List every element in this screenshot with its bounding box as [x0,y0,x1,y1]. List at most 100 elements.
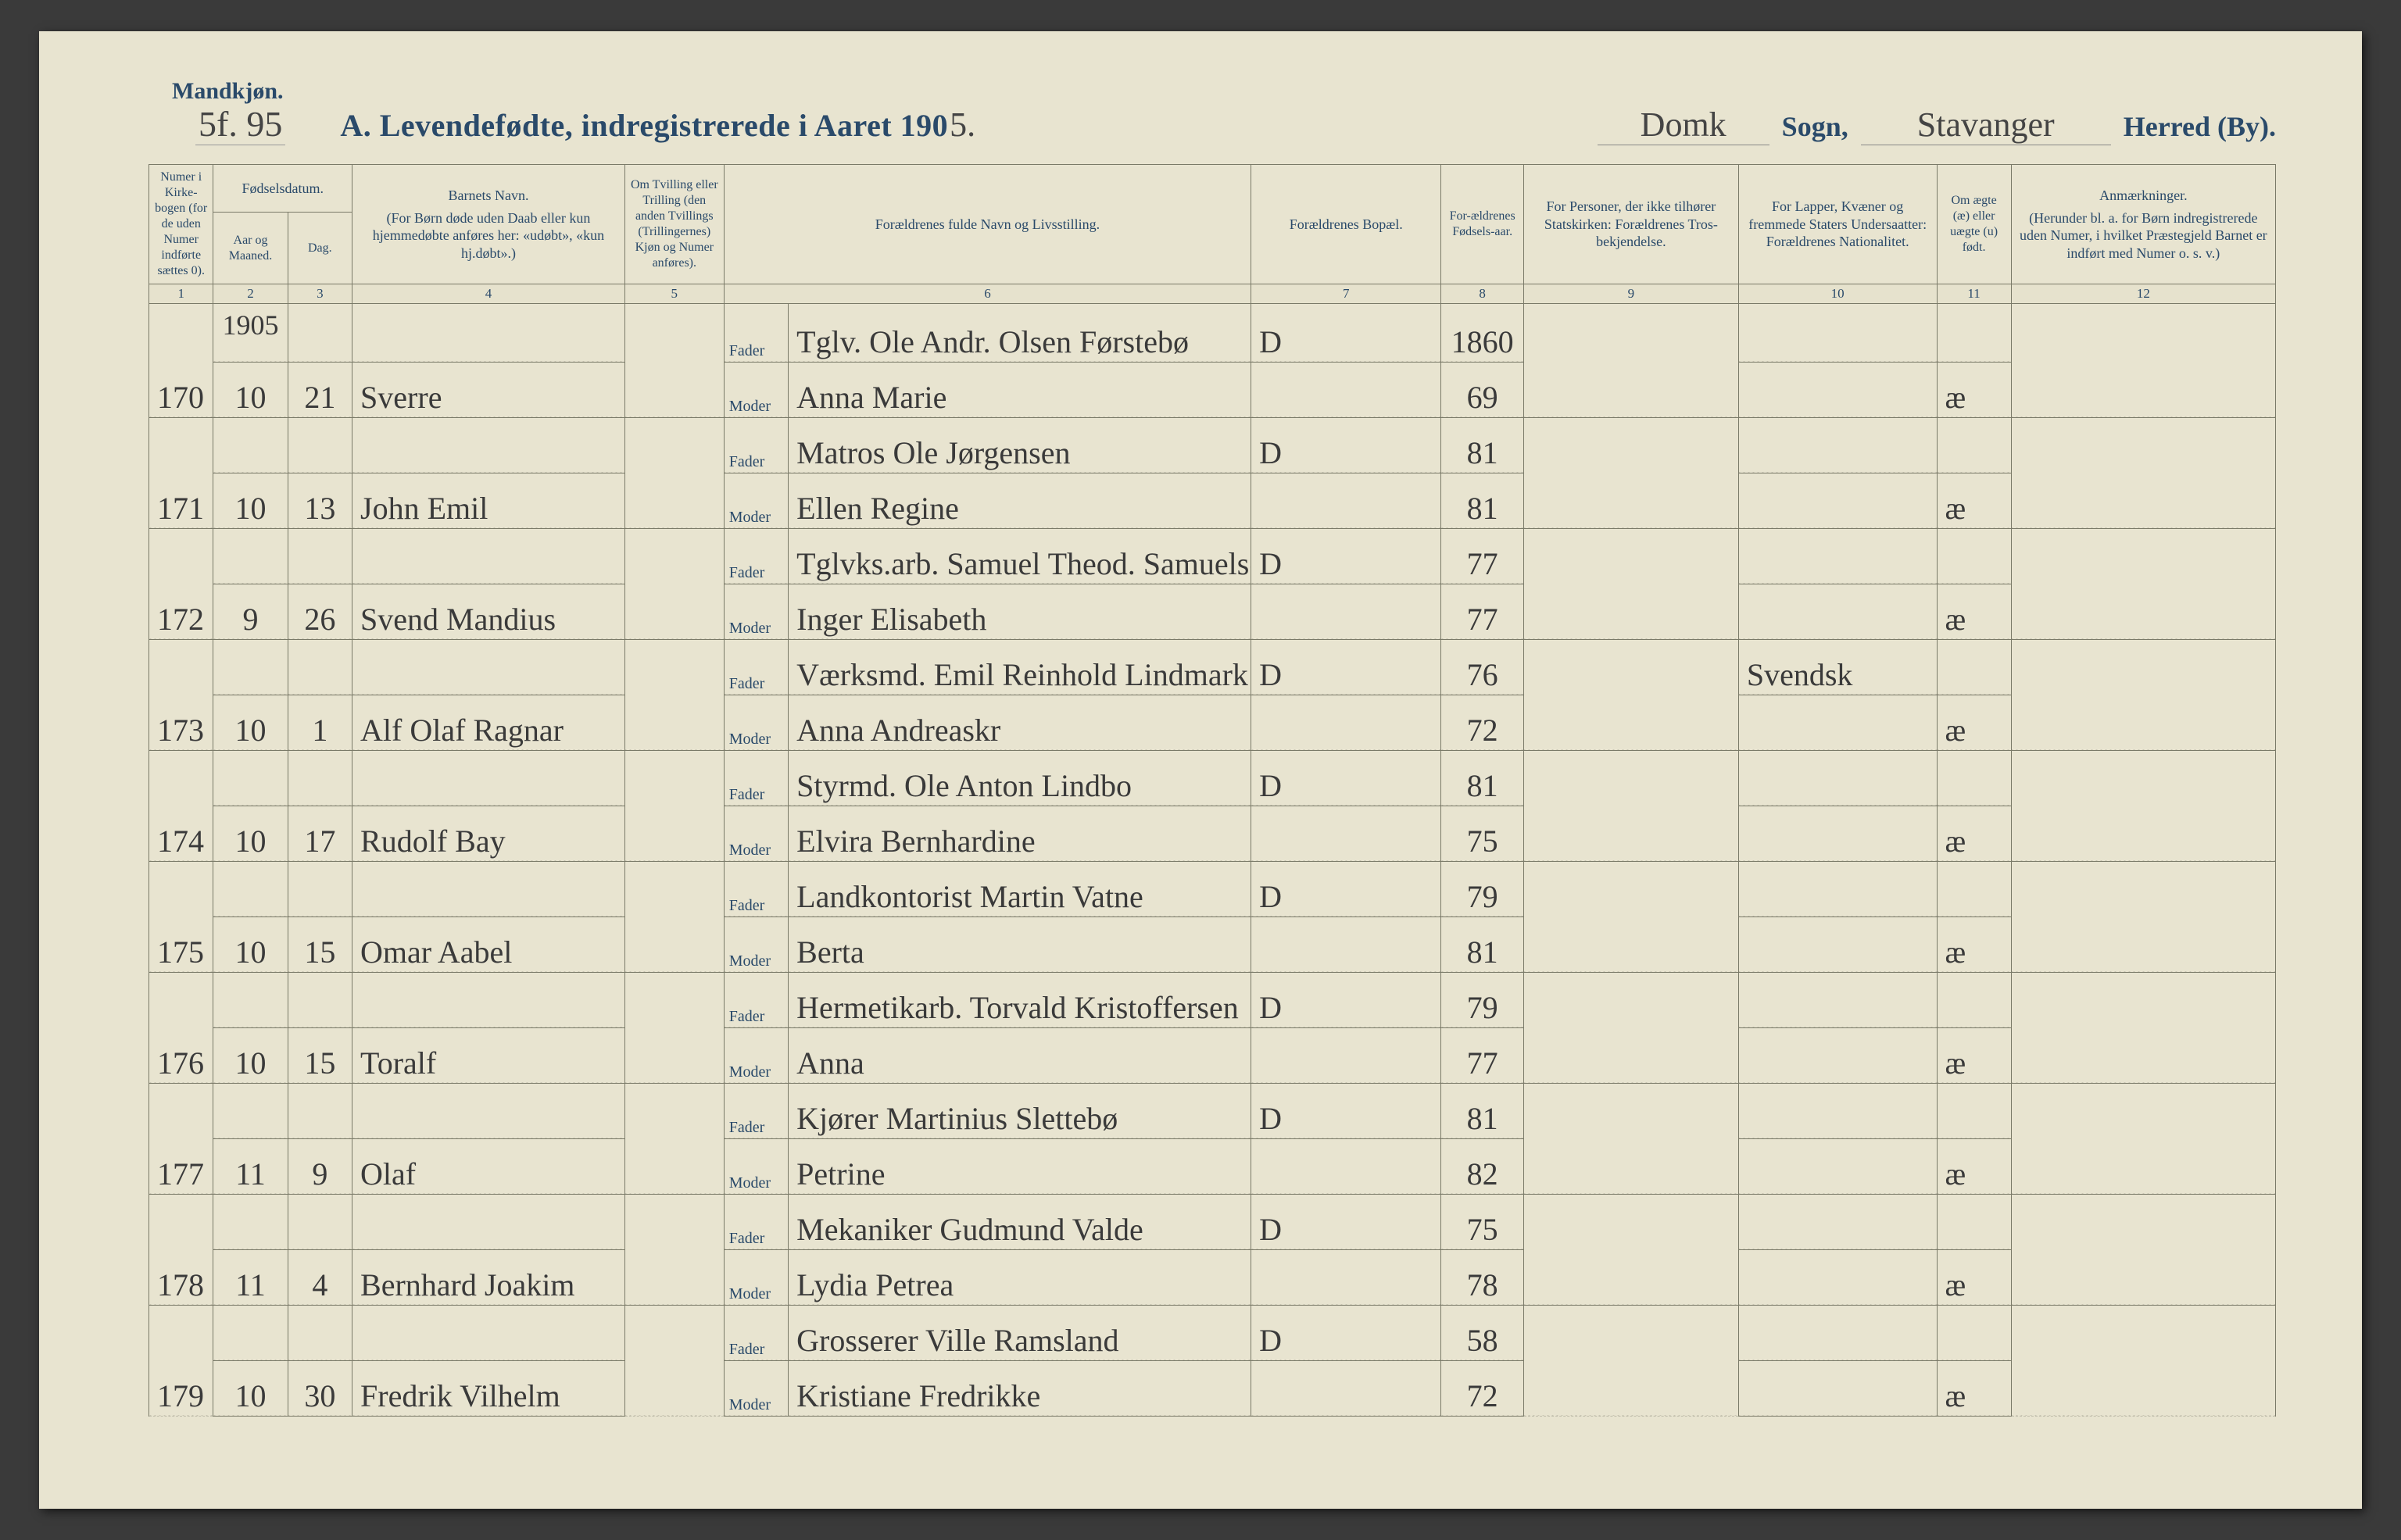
nationality-top [1738,418,1937,473]
entry-day-top [288,640,352,695]
table-row: 177FaderKjører Martinius SlettebøD81 [149,1084,2276,1139]
page-number-badge: 5f. 95 [195,103,285,145]
mother-name: Anna Marie [789,363,1251,418]
remarks-cell [2011,529,2275,640]
mother-name: Ellen Regine [789,473,1251,529]
father-birthyear: 77 [1441,529,1524,584]
colnum: 11 [1937,284,2011,304]
father-birthyear: 76 [1441,640,1524,695]
mother-label: Moder [724,1139,788,1195]
father-name: Tglv. Ole Andr. Olsen Førstebø [789,304,1251,363]
table-row: 101Alf Olaf RagnarModerAnna Andreaskr72æ [149,695,2276,751]
col-header-4-title: Barnets Navn. [357,187,620,205]
table-row: 114Bernhard JoakimModerLydia Petrea78æ [149,1250,2276,1306]
entry-month: 10 [213,363,288,418]
herred-value: Stavanger [1911,105,2061,144]
father-label: Fader [724,418,788,473]
entry-month: 10 [213,473,288,529]
legit-top [1937,640,2011,695]
nationality-bottom [1738,806,1937,862]
legitimacy: æ [1937,1139,2011,1195]
table-row: 179FaderGrosserer Ville RamslandD58 [149,1306,2276,1361]
child-name: John Emil [352,473,625,529]
father-label: Fader [724,640,788,695]
twin-cell [624,973,724,1084]
herred-label: Herred (By). [2124,110,2276,143]
table-row: 926Svend MandiusModerInger Elisabeth77æ [149,584,2276,640]
twin-cell [624,751,724,862]
entry-month [213,1306,288,1361]
col-header-6: Forældrenes fulde Navn og Livsstilling. [724,165,1251,284]
table-body: 1701905FaderTglv. Ole Andr. Olsen Første… [149,304,2276,1417]
religion-cell [1523,862,1738,973]
table-row: 172FaderTglvks.arb. Samuel Theod. Samuel… [149,529,2276,584]
mother-name: Inger Elisabeth [789,584,1251,640]
nationality-bottom [1738,363,1937,418]
nationality-bottom [1738,695,1937,751]
table-row: 1017Rudolf BayModerElvira Bernhardine75æ [149,806,2276,862]
col-header-2-group: Fødselsdatum. [213,165,352,213]
residence-bottom [1251,1139,1441,1195]
legitimacy: æ [1937,917,2011,973]
sogn-label: Sogn, [1782,110,1848,143]
col-header-4-sub: (For Børn døde uden Daab eller kun hjemm… [357,209,620,263]
gender-label: Mandkjøn. [172,78,2276,105]
child-name-top [352,751,625,806]
entry-month: 11 [213,1139,288,1195]
religion-cell [1523,1306,1738,1417]
mother-name: Lydia Petrea [789,1250,1251,1306]
col-header-11: Om ægte (æ) eller uægte (u) født. [1937,165,2011,284]
entry-month [213,640,288,695]
entry-day: 15 [288,1028,352,1084]
entry-day: 13 [288,473,352,529]
entry-number: 175 [149,862,213,973]
nationality-top [1738,1084,1937,1139]
father-name: Mekaniker Gudmund Valde [789,1195,1251,1250]
remarks-cell [2011,1084,2275,1195]
religion-cell [1523,751,1738,862]
nationality-top [1738,751,1937,806]
col-header-1: Numer i Kirke-bogen (for de uden Numer i… [149,165,213,284]
religion-cell [1523,304,1738,418]
entry-day-top [288,751,352,806]
residence-top: D [1251,1306,1441,1361]
child-name-top [352,640,625,695]
legit-top [1937,862,2011,917]
entry-day-top [288,973,352,1028]
col-header-12-sub: (Herunder bl. a. for Børn indregistrered… [2016,209,2270,263]
residence-bottom [1251,917,1441,973]
mother-name: Anna Andreaskr [789,695,1251,751]
remarks-cell [2011,418,2275,529]
mother-birthyear: 81 [1441,917,1524,973]
nationality-top [1738,1306,1937,1361]
col-header-7: Forældrenes Bopæl. [1251,165,1441,284]
remarks-cell [2011,1195,2275,1306]
child-name-top [352,862,625,917]
father-birthyear: 79 [1441,862,1524,917]
child-name: Sverre [352,363,625,418]
colnum: 7 [1251,284,1441,304]
father-birthyear: 81 [1441,751,1524,806]
col-header-8: For-ældrenes Fødsels-aar. [1441,165,1524,284]
residence-top: D [1251,304,1441,363]
entry-day: 26 [288,584,352,640]
child-name: Olaf [352,1139,625,1195]
entry-day: 30 [288,1361,352,1417]
religion-cell [1523,1084,1738,1195]
table-row: 1013John EmilModerEllen Regine81æ [149,473,2276,529]
mother-label: Moder [724,584,788,640]
entry-month: 11 [213,1250,288,1306]
entry-month [213,418,288,473]
residence-top: D [1251,751,1441,806]
father-label: Fader [724,862,788,917]
col-header-12: Anmærkninger. (Herunder bl. a. for Børn … [2011,165,2275,284]
mother-label: Moder [724,1028,788,1084]
mother-label: Moder [724,1361,788,1417]
father-name: Styrmd. Ole Anton Lindbo [789,751,1251,806]
entry-number: 179 [149,1306,213,1417]
col-header-4: Barnets Navn. (For Børn døde uden Daab e… [352,165,625,284]
table-row: 1701905FaderTglv. Ole Andr. Olsen Første… [149,304,2276,363]
legitimacy: æ [1937,473,2011,529]
table-row: 1015ToralfModerAnna77æ [149,1028,2276,1084]
father-name: Matros Ole Jørgensen [789,418,1251,473]
